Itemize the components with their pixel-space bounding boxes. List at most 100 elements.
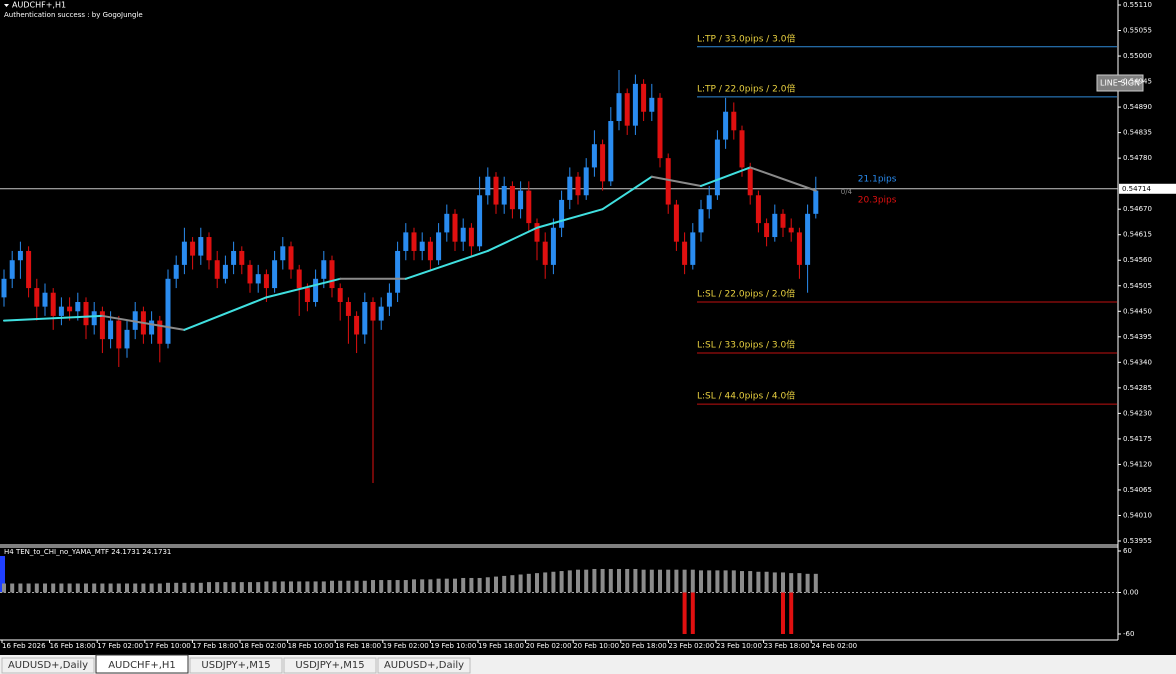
indicator-bar <box>461 577 466 593</box>
ma-segment <box>601 175 653 211</box>
indicator-bar <box>453 578 457 593</box>
indicator-bar <box>436 578 441 593</box>
indicator-bar <box>26 583 31 593</box>
candle-body <box>149 320 155 335</box>
candle-body <box>124 329 130 349</box>
indicator-bar <box>805 573 810 593</box>
candle-body <box>91 311 97 326</box>
indicator-bar <box>330 580 334 593</box>
candle-body <box>313 278 319 303</box>
indicator-bar <box>567 570 572 593</box>
symbol: AUDCHF+,H1 <box>12 1 66 10</box>
indicator-bar <box>658 569 662 593</box>
candle-body <box>452 213 458 242</box>
tab[interactable] <box>95 654 189 674</box>
candle-body <box>50 292 56 316</box>
line-sign-label: LINE SIGN <box>1100 79 1140 88</box>
x-tick-label: 23 Feb 02:00 <box>668 642 714 650</box>
candle-body <box>263 274 269 289</box>
indicator-bar <box>75 583 80 593</box>
tab-label: AUDUSD+,Daily <box>384 660 464 671</box>
ma-segment <box>404 249 489 280</box>
indicator-bar <box>321 581 326 593</box>
auth-text: Authentication success : by GogoJungle <box>4 11 143 19</box>
candle-body <box>780 213 786 228</box>
indicator-bar <box>59 583 64 593</box>
candle-body <box>83 302 89 326</box>
indicator-bar <box>264 581 269 593</box>
y-tick-label: 0.54450 <box>1123 307 1152 315</box>
indicator-bar <box>485 577 490 593</box>
candle-body <box>321 260 327 279</box>
indicator-bar <box>149 583 154 593</box>
y-tick-label: 0.54010 <box>1123 511 1152 519</box>
tab[interactable] <box>1 657 95 674</box>
candle-body <box>518 190 524 210</box>
candle-body <box>616 93 622 122</box>
ma-segment <box>183 296 268 331</box>
line-sign-button[interactable] <box>1096 74 1144 92</box>
pips-label: 20.3pips <box>858 196 897 206</box>
indicator-tick-label: -60 <box>1123 630 1134 638</box>
candle-body <box>714 139 720 196</box>
indicator-bar <box>633 568 638 593</box>
candle-body <box>247 264 253 284</box>
tab[interactable] <box>189 657 283 674</box>
x-tick-label: 17 Feb 10:00 <box>145 642 191 650</box>
candle-body <box>624 93 630 126</box>
x-tick-label: 18 Feb 10:00 <box>288 642 334 650</box>
y-tick-label: 0.54780 <box>1123 154 1152 162</box>
indicator-bar <box>371 580 375 593</box>
indicator-bar <box>379 580 384 593</box>
indicator-bar <box>469 577 474 593</box>
candle-body <box>575 176 581 196</box>
indicator-bar <box>354 580 359 593</box>
candle-body <box>706 195 712 210</box>
tab[interactable] <box>283 657 377 674</box>
indicator-bar <box>133 583 138 593</box>
tab-label: USDJPY+,M15 <box>295 660 364 671</box>
candle-body <box>427 241 433 261</box>
indicator-bar <box>338 580 343 593</box>
indicator-bar <box>248 582 252 593</box>
candle-body <box>181 241 187 265</box>
candle-body <box>583 167 589 196</box>
ma-segment <box>265 277 342 299</box>
indicator-bar <box>305 581 310 593</box>
indicator-bar <box>280 581 285 593</box>
candle-body <box>772 213 778 238</box>
candle-body <box>345 302 351 316</box>
y-tick-label: 0.54175 <box>1123 435 1152 443</box>
indicator-bar <box>674 569 679 593</box>
candle-body <box>600 144 606 182</box>
y-tick-label: 0.54340 <box>1123 358 1152 366</box>
x-tick-label: 24 Feb 02:00 <box>811 642 857 650</box>
indicator-bar <box>420 579 425 593</box>
indicator-bar <box>781 572 785 593</box>
candle-body <box>657 97 663 159</box>
y-tick-label: 0.54065 <box>1123 486 1152 494</box>
indicator-bar <box>313 581 318 593</box>
y-tick-label: 0.55000 <box>1123 52 1152 60</box>
candle-body <box>395 250 401 293</box>
x-tick-label: 19 Feb 10:00 <box>430 642 476 650</box>
level-label: L:TP / 33.0pips / 3.0倍 <box>697 32 795 44</box>
tab[interactable] <box>377 657 471 674</box>
candle-body <box>354 315 360 335</box>
y-tick-label: 0.54945 <box>1123 78 1152 86</box>
candle-body <box>550 227 556 265</box>
current-price-box <box>1119 183 1176 194</box>
y-tick-label: 0.54560 <box>1123 256 1152 264</box>
candle-body <box>690 232 696 265</box>
ma-segment <box>3 314 104 322</box>
indicator-bar <box>649 569 654 593</box>
indicator-bar <box>125 583 129 593</box>
ma-segment <box>536 208 604 229</box>
indicator-bar <box>256 582 261 593</box>
candle-body <box>591 144 597 168</box>
x-tick-label: 18 Feb 02:00 <box>240 642 286 650</box>
indicator-bar <box>543 572 548 593</box>
indicator-bar <box>34 583 39 593</box>
candle-body <box>231 250 237 265</box>
